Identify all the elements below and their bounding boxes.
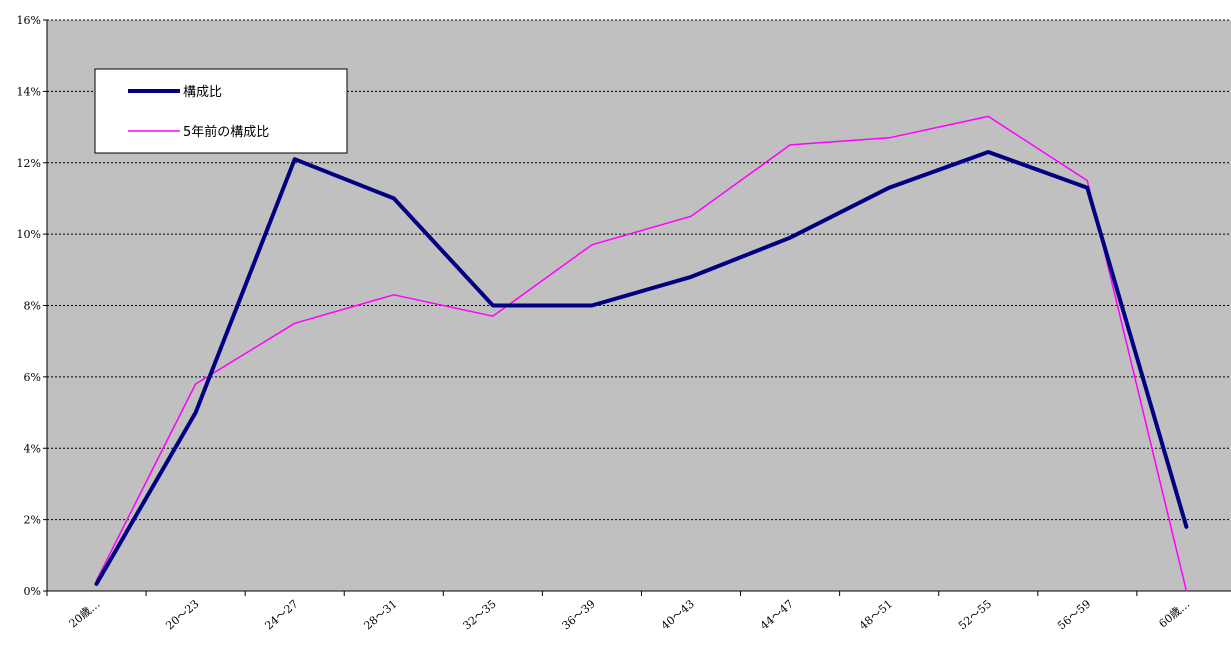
x-tick-label: 52～55: [956, 597, 994, 632]
x-tick-label: 20～23: [163, 597, 201, 632]
x-tick-label: 24～27: [262, 597, 300, 632]
y-tick-label: 10%: [17, 228, 41, 241]
x-tick-label: 28～31: [361, 597, 399, 632]
series-line-1: [94, 150, 1189, 586]
series-lines: [94, 115, 1189, 592]
x-tick-label: 56～59: [1055, 597, 1093, 632]
legend-box: [94, 68, 348, 154]
x-tick-label: 32～35: [461, 597, 499, 632]
y-tick-label: 12%: [17, 157, 41, 170]
y-axis-ticks: 0% 2% 4% 6% 8% 10% 12% 14% 16%: [17, 14, 47, 598]
x-tick-label: 44～47: [758, 597, 796, 632]
x-tick-label: 20歳…: [67, 597, 103, 630]
x-tick-label: 60歳…: [1156, 597, 1192, 630]
y-tick-label: 0%: [24, 585, 41, 598]
x-tick-label: 36～39: [560, 597, 598, 632]
x-tick-label: 40～43: [659, 597, 697, 632]
series-line-2: [95, 115, 1188, 592]
x-tick-label: 48～51: [857, 597, 895, 632]
grid-lines: [47, 19, 1231, 521]
legend-label-series-1: 構成比: [183, 85, 222, 100]
y-tick-label: 2%: [24, 514, 41, 527]
legend-label-series-2: 5年前の構成比: [183, 124, 269, 140]
y-tick-label: 4%: [24, 442, 41, 455]
y-tick-label: 8%: [24, 300, 41, 313]
x-axis-ticks: 20歳… 20～23 24～27 28～31 32～35 36～39 40～43 44～47 4…: [46, 591, 1192, 632]
y-tick-label: 14%: [17, 85, 41, 98]
y-tick-label: 16%: [17, 14, 41, 27]
legend: 構成比 5年前の構成比: [94, 68, 348, 154]
y-tick-label: 6%: [24, 371, 41, 384]
